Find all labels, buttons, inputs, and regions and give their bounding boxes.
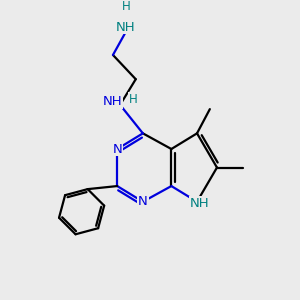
Text: H: H — [122, 0, 130, 13]
Text: N: N — [112, 142, 122, 155]
Text: NH: NH — [190, 197, 210, 210]
Text: NH: NH — [116, 21, 136, 34]
Text: NH: NH — [102, 95, 122, 109]
Text: N: N — [138, 195, 148, 208]
Text: H: H — [128, 93, 137, 106]
